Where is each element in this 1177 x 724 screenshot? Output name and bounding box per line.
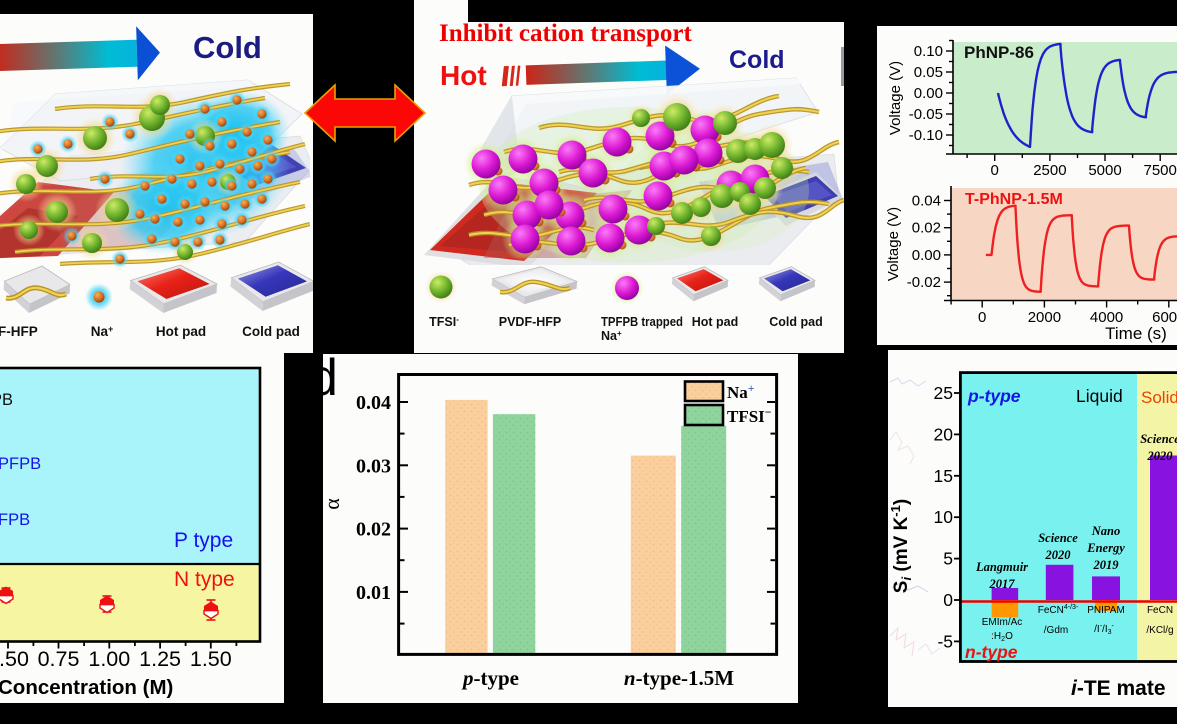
- svg-text:0.02: 0.02: [356, 519, 391, 541]
- svg-text:Time (s): Time (s): [1105, 324, 1167, 343]
- svg-text:Na+: Na+: [727, 381, 755, 402]
- svg-text:0.04: 0.04: [356, 392, 391, 414]
- svg-text:TPFPB trapped: TPFPB trapped: [601, 315, 683, 329]
- svg-text:T-PhNP-1.5M: T-PhNP-1.5M: [965, 191, 1063, 208]
- svg-text:0.05: 0.05: [914, 64, 943, 81]
- svg-text:Cold: Cold: [193, 30, 262, 65]
- svg-text:Science: Science: [1038, 531, 1078, 545]
- svg-text:/Gdm: /Gdm: [1044, 625, 1068, 636]
- svg-text:1.00: 1.00: [88, 647, 130, 671]
- svg-text:6000: 6000: [1152, 309, 1177, 326]
- svg-text:EMIm/Ac: EMIm/Ac: [982, 617, 1023, 628]
- svg-text:FPB: FPB: [0, 511, 30, 529]
- svg-text:0.01: 0.01: [356, 582, 391, 604]
- svg-text:Langmuir: Langmuir: [975, 560, 1028, 574]
- svg-text:0: 0: [943, 590, 953, 610]
- svg-text:Si (mV K-1): Si (mV K-1): [888, 499, 914, 593]
- svg-text:Cold pad: Cold pad: [242, 324, 300, 339]
- svg-text:Hot pad: Hot pad: [156, 324, 206, 339]
- svg-text:TFSI-: TFSI-: [429, 315, 459, 329]
- svg-text:7500: 7500: [1144, 162, 1177, 179]
- svg-text:2000: 2000: [1028, 309, 1061, 326]
- svg-text:2020: 2020: [1045, 548, 1072, 562]
- svg-text:P type: P type: [174, 529, 233, 552]
- svg-text:2019: 2019: [1093, 558, 1120, 572]
- svg-text:PFPB: PFPB: [0, 455, 41, 473]
- svg-text:0.75: 0.75: [38, 647, 80, 671]
- svg-text:/I-/I3-: /I-/I3-: [1094, 623, 1114, 636]
- svg-text:-0.10: -0.10: [909, 127, 943, 144]
- svg-text:5: 5: [943, 549, 953, 569]
- svg-text:Na+: Na+: [91, 324, 114, 339]
- svg-text:25: 25: [934, 383, 953, 403]
- svg-text:10: 10: [934, 507, 954, 527]
- svg-text:Energy: Energy: [1086, 541, 1125, 555]
- svg-text:PVDF-HFP: PVDF-HFP: [499, 315, 562, 329]
- svg-text:Voltage (V): Voltage (V): [887, 61, 904, 135]
- svg-text:/KCl/g: /KCl/g: [1146, 625, 1173, 636]
- svg-text:20: 20: [934, 424, 954, 444]
- svg-text:Inhibit cation transport: Inhibit cation transport: [439, 20, 692, 47]
- svg-text:i-TE mate: i-TE mate: [1071, 677, 1166, 700]
- svg-text::H2O: :H2O: [991, 631, 1013, 643]
- svg-text:0: 0: [978, 309, 986, 326]
- svg-text:Nano: Nano: [1091, 524, 1120, 538]
- svg-text:Cold: Cold: [729, 46, 785, 74]
- svg-text:0.02: 0.02: [912, 220, 941, 237]
- svg-text:n-type: n-type: [965, 642, 1018, 662]
- svg-text:Hot pad: Hot pad: [692, 315, 739, 329]
- svg-text:2017: 2017: [989, 577, 1016, 591]
- svg-text:2020: 2020: [1147, 449, 1174, 463]
- svg-text:0: 0: [991, 162, 999, 179]
- svg-text:Liquid: Liquid: [1076, 386, 1123, 406]
- svg-text:PNIPAM: PNIPAM: [1087, 605, 1125, 616]
- svg-text:Science: Science: [1140, 432, 1177, 446]
- svg-text:n-type-1.5M: n-type-1.5M: [624, 666, 734, 690]
- svg-text:p-type: p-type: [967, 386, 1021, 406]
- svg-text:N type: N type: [174, 568, 235, 591]
- svg-text:F-HFP: F-HFP: [0, 324, 38, 339]
- svg-text:d: d: [323, 354, 338, 407]
- svg-text:0.00: 0.00: [912, 247, 941, 264]
- svg-text:p-type: p-type: [461, 666, 519, 690]
- svg-text:Solid: Solid: [1141, 388, 1177, 407]
- svg-text:Concentration (M): Concentration (M): [0, 676, 173, 699]
- svg-text:0.50: 0.50: [0, 647, 29, 671]
- svg-text:PhNP-86: PhNP-86: [964, 43, 1034, 62]
- svg-text:PB: PB: [0, 391, 13, 409]
- svg-text:-5: -5: [937, 631, 953, 651]
- svg-text:TFSI−: TFSI−: [727, 405, 772, 426]
- svg-text:-0.02: -0.02: [907, 274, 941, 291]
- svg-text:FeCN: FeCN: [1147, 605, 1173, 616]
- svg-text:15: 15: [934, 466, 953, 486]
- svg-text:5000: 5000: [1088, 162, 1121, 179]
- svg-text:Na+: Na+: [601, 329, 622, 343]
- svg-text:α: α: [323, 498, 344, 510]
- svg-text:0.10: 0.10: [914, 43, 943, 60]
- svg-text:0.04: 0.04: [912, 193, 941, 210]
- svg-text:Voltage (V): Voltage (V): [885, 207, 902, 281]
- svg-text:-0.05: -0.05: [909, 106, 943, 123]
- svg-text:1.25: 1.25: [139, 647, 181, 671]
- svg-text:2500: 2500: [1033, 162, 1066, 179]
- svg-text:Hot: Hot: [440, 60, 487, 91]
- svg-text:1.50: 1.50: [190, 647, 232, 671]
- svg-text:4000: 4000: [1090, 309, 1123, 326]
- svg-text:Cold pad: Cold pad: [769, 315, 822, 329]
- svg-text:0.03: 0.03: [356, 455, 391, 477]
- svg-text:0.00: 0.00: [914, 85, 943, 102]
